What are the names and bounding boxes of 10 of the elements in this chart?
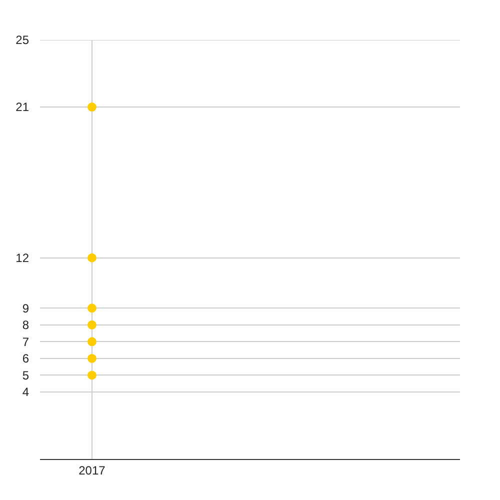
y-tick-label: 5: [22, 368, 30, 382]
y-tick-label: 4: [22, 385, 30, 400]
y-tick-label: 12: [16, 251, 30, 266]
y-tick-label: 6: [22, 352, 30, 366]
y-tick-label: 8: [22, 318, 30, 332]
y-tick-label: 21: [16, 100, 30, 114]
y-tick-label: 7: [22, 334, 30, 349]
y-tick-label: 9: [22, 301, 30, 316]
x-tick-label: 2017: [78, 463, 106, 478]
y-tick-label: 25: [16, 33, 30, 48]
